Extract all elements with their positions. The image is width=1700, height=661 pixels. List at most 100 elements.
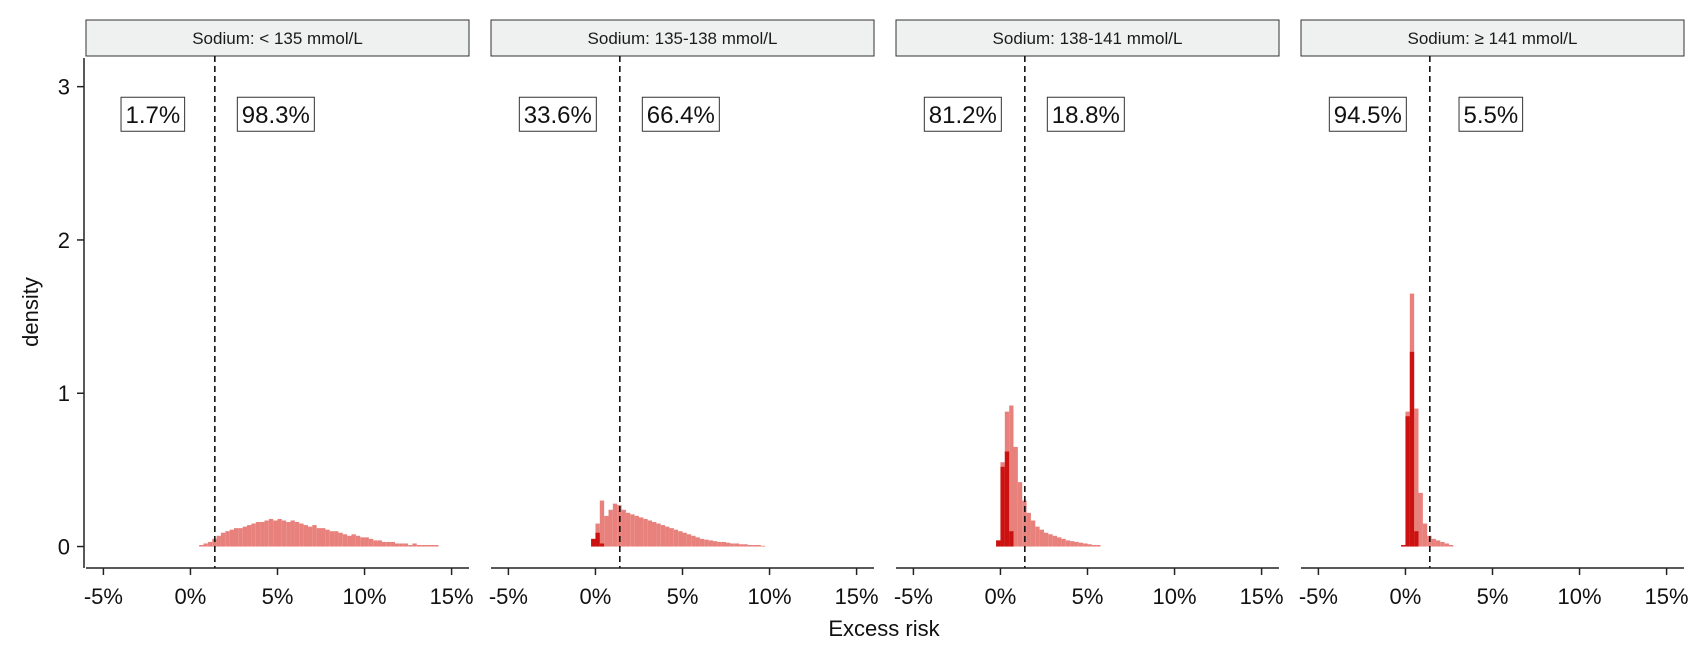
histogram-bar-light [1087, 544, 1092, 547]
histogram-bar-dark [1401, 545, 1406, 547]
histogram-bar-light [1035, 526, 1040, 547]
histogram-bar-light [704, 539, 709, 547]
histogram-bar-dark [599, 543, 605, 547]
histogram-bar-light [316, 528, 322, 547]
histogram-bar-light [726, 542, 731, 547]
histogram-bar-dark [595, 532, 600, 547]
x-tick-label: -5% [489, 584, 528, 609]
histogram-bar-light [1431, 538, 1436, 547]
histogram-bar-light [364, 537, 369, 547]
histogram-bar-light [429, 545, 435, 547]
x-tick-label: -5% [1299, 584, 1338, 609]
histogram-bar-light [760, 545, 766, 547]
y-tick-label: 0 [58, 535, 70, 560]
histogram-bar-light [325, 529, 330, 547]
histogram-bar-light [1039, 529, 1044, 547]
annotation-right-pct-box [1458, 96, 1524, 132]
histogram-bar-light [691, 535, 696, 547]
x-axis-title: Excess risk [828, 616, 940, 641]
histogram-bar-light [403, 543, 409, 547]
histogram-bar-light [368, 538, 374, 547]
annotation-right-pct: 5.5% [1463, 102, 1518, 129]
histogram-bar-light [377, 540, 382, 547]
histogram-bar-light [1422, 523, 1428, 547]
histogram-bar-light [386, 541, 391, 547]
histogram-bar-light [1009, 405, 1014, 547]
histogram-bar-light [251, 523, 256, 547]
y-tick-label: 3 [58, 75, 70, 100]
histogram-bar-light [225, 531, 230, 547]
histogram-bar-light [255, 522, 261, 547]
histogram-bar-light [1414, 408, 1419, 547]
histogram-bar-light [730, 543, 735, 547]
histogram-bar-light [1078, 542, 1084, 547]
histogram-bar-light [717, 541, 722, 547]
histogram-bar-light [643, 518, 648, 547]
histogram-bar-light [207, 541, 213, 547]
histogram-bar-light [399, 543, 404, 547]
histogram-bar-light [1091, 545, 1097, 547]
x-tick-label: -5% [84, 584, 123, 609]
histogram-bar-light [612, 503, 618, 547]
histogram-bar-light [273, 520, 278, 547]
histogram-bar-dark [591, 538, 596, 547]
histogram-bar-light [625, 512, 631, 547]
y-axis-title: density [18, 277, 43, 347]
histogram-bar-light [608, 509, 613, 547]
histogram-bar-dark [1414, 531, 1419, 547]
histogram-bar-light [656, 523, 661, 547]
histogram-bar-light [260, 522, 265, 547]
histogram-bar-light [1418, 492, 1423, 547]
histogram-bar-light [1030, 520, 1036, 547]
facet-strip [85, 19, 470, 57]
histogram-bar-light [721, 541, 727, 547]
x-tick-label: 15% [1240, 584, 1284, 609]
histogram-bar-light [360, 537, 365, 547]
histogram-bar-light [408, 545, 413, 547]
histogram-bar-light [630, 514, 635, 547]
histogram-bar-light [312, 525, 317, 547]
x-tick-label: 15% [430, 584, 474, 609]
histogram-bar-light [756, 545, 761, 547]
histogram-bar-light [334, 531, 339, 547]
histogram-bar-light [347, 535, 352, 547]
histogram-bar-light [599, 500, 605, 547]
histogram-bar-light [638, 517, 644, 547]
annotation-left-pct: 81.2% [929, 102, 997, 129]
histogram-bar-light [355, 535, 361, 547]
x-tick-label: 0% [1390, 584, 1422, 609]
annotation-right-pct-box [641, 96, 720, 132]
annotation-left-pct: 33.6% [524, 102, 592, 129]
histogram-bar-light [425, 545, 430, 547]
histogram-bar-light [682, 532, 687, 547]
histogram-bar-light [743, 544, 748, 547]
histogram-bar-light [1065, 540, 1071, 547]
x-tick-label: 5% [1072, 584, 1104, 609]
histogram-bar-light [699, 538, 705, 547]
histogram-bar-light [617, 505, 622, 547]
histogram-bar-light [708, 540, 713, 547]
histogram-bar-light [203, 543, 208, 547]
histogram-bar-light [1026, 512, 1031, 547]
histogram-bar-light [268, 518, 274, 547]
histogram-bar-light [1096, 545, 1101, 547]
histogram-bar-light [294, 522, 300, 547]
annotation-right-pct: 18.8% [1052, 102, 1120, 129]
histogram-bar-light [1435, 540, 1441, 547]
histogram-bar-light [395, 543, 400, 547]
x-tick-label: 10% [1558, 584, 1602, 609]
histogram-bar-light [307, 526, 313, 547]
histogram-bar-light [1440, 541, 1445, 547]
histogram-bar-light [1061, 538, 1066, 547]
annotation-right-pct-box [236, 96, 315, 132]
histogram-bar-light [660, 525, 666, 547]
histogram-bar-light [321, 528, 326, 547]
x-tick-label: 0% [985, 584, 1017, 609]
annotation-left-pct: 1.7% [125, 102, 180, 129]
facet-strip-label: Sodium: < 135 mmol/L [192, 29, 363, 48]
histogram-bar-dark [1409, 351, 1415, 547]
histogram-bar-light [229, 529, 234, 547]
histogram-bar-light [277, 518, 282, 547]
histogram-bar-light [342, 534, 348, 547]
annotation-left-pct: 94.5% [1334, 102, 1402, 129]
